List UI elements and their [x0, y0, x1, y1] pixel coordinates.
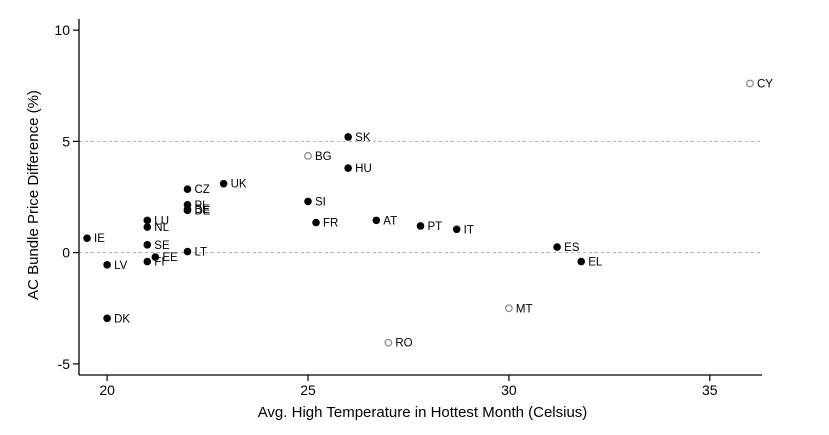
point-marker	[304, 197, 312, 206]
ticks: -5 0 5 10 20 25 30 35	[54, 22, 717, 398]
point-marker	[143, 257, 152, 266]
point-label: PT	[428, 221, 443, 233]
point-marker-hollow	[746, 79, 754, 88]
data-point-si: SI	[304, 196, 326, 208]
data-point-ro: RO	[384, 338, 413, 350]
point-marker	[452, 225, 461, 234]
point-marker	[344, 164, 352, 172]
reference-lines	[79, 140, 762, 254]
y-tick-label: -5	[58, 356, 71, 372]
data-point-lt: LT	[183, 247, 207, 259]
point-label: LT	[194, 247, 207, 259]
point-label: EL	[588, 257, 603, 269]
point-marker-hollow	[384, 338, 393, 347]
point-label: LU	[154, 215, 169, 227]
y-tick-label: 10	[54, 22, 70, 38]
point-marker-hollow	[304, 151, 312, 160]
y-tick-label: 0	[62, 245, 70, 261]
data-point-el: EL	[577, 257, 603, 269]
data-point-pt: PT	[416, 221, 443, 233]
point-marker	[183, 247, 192, 256]
point-label: RO	[395, 338, 412, 350]
data-point-fi: FI	[143, 257, 165, 269]
point-label: BE	[194, 204, 210, 216]
point-marker	[312, 218, 320, 227]
point-marker	[103, 314, 111, 323]
data-point-lv: LV	[103, 260, 128, 272]
data-point-at: AT	[372, 215, 397, 227]
point-label: EE	[162, 252, 178, 264]
point-label: CY	[757, 79, 773, 91]
data-point-mt: MT	[504, 303, 533, 315]
point-marker	[372, 216, 381, 225]
point-label: BG	[315, 151, 332, 163]
point-marker	[219, 179, 228, 188]
x-tick-label: 25	[300, 382, 316, 398]
point-marker	[183, 185, 192, 194]
data-point-cz: CZ	[183, 184, 210, 196]
point-label: NL	[154, 222, 169, 234]
point-label: ES	[564, 242, 580, 254]
data-point-dk: DK	[103, 313, 130, 325]
x-tick-label: 30	[501, 382, 517, 398]
point-label: FI	[154, 257, 164, 269]
point-marker	[416, 222, 425, 230]
point-label: UK	[231, 179, 247, 191]
point-marker-hollow	[504, 304, 513, 313]
point-label: SE	[154, 240, 170, 252]
data-point-it: IT	[452, 224, 474, 236]
point-marker	[143, 223, 152, 231]
data-point-es: ES	[553, 242, 580, 254]
x-axis-title: Avg. High Temperature in Hottest Month (…	[258, 404, 588, 421]
data-point-fr: FR	[312, 218, 338, 230]
data-point-sk: SK	[344, 132, 371, 144]
point-marker	[183, 206, 192, 215]
point-marker	[577, 257, 586, 266]
point-label: LV	[114, 260, 128, 272]
point-label: DE	[194, 205, 210, 217]
point-marker	[151, 253, 160, 261]
x-tick-label: 35	[702, 382, 718, 398]
data-point-se: SE	[143, 240, 170, 252]
point-label: IE	[94, 233, 105, 245]
point-marker	[83, 234, 91, 242]
data-point-ie: IE	[83, 233, 105, 245]
point-label: HU	[355, 163, 372, 175]
point-label: AT	[383, 215, 397, 227]
data-point-bg: BG	[304, 151, 332, 163]
data-point-hu: HU	[344, 163, 372, 175]
x-tick-label: 20	[99, 382, 115, 398]
y-tick-label: 5	[62, 133, 70, 149]
axes	[78, 19, 762, 376]
data-point-lu: LU	[143, 215, 169, 227]
y-axis-title: AC Bundle Price Difference (%)	[25, 90, 42, 300]
data-point-de: DE	[183, 205, 211, 217]
point-marker	[344, 133, 352, 141]
point-marker	[143, 241, 152, 249]
point-label: FR	[323, 218, 338, 230]
point-marker	[553, 243, 561, 251]
point-label: DK	[114, 313, 130, 325]
point-label: IT	[464, 224, 474, 236]
data-point-nl: NL	[143, 222, 170, 234]
point-label: SK	[355, 132, 371, 144]
point-label: MT	[516, 303, 533, 315]
point-marker	[103, 261, 111, 269]
data-point-ee: EE	[151, 252, 178, 264]
data-point-uk: UK	[219, 179, 247, 191]
point-label: SI	[315, 196, 326, 208]
point-label: CZ	[194, 184, 209, 196]
data-point-cy: CY	[746, 79, 773, 91]
point-label: PL	[194, 200, 209, 212]
point-marker	[143, 216, 152, 225]
